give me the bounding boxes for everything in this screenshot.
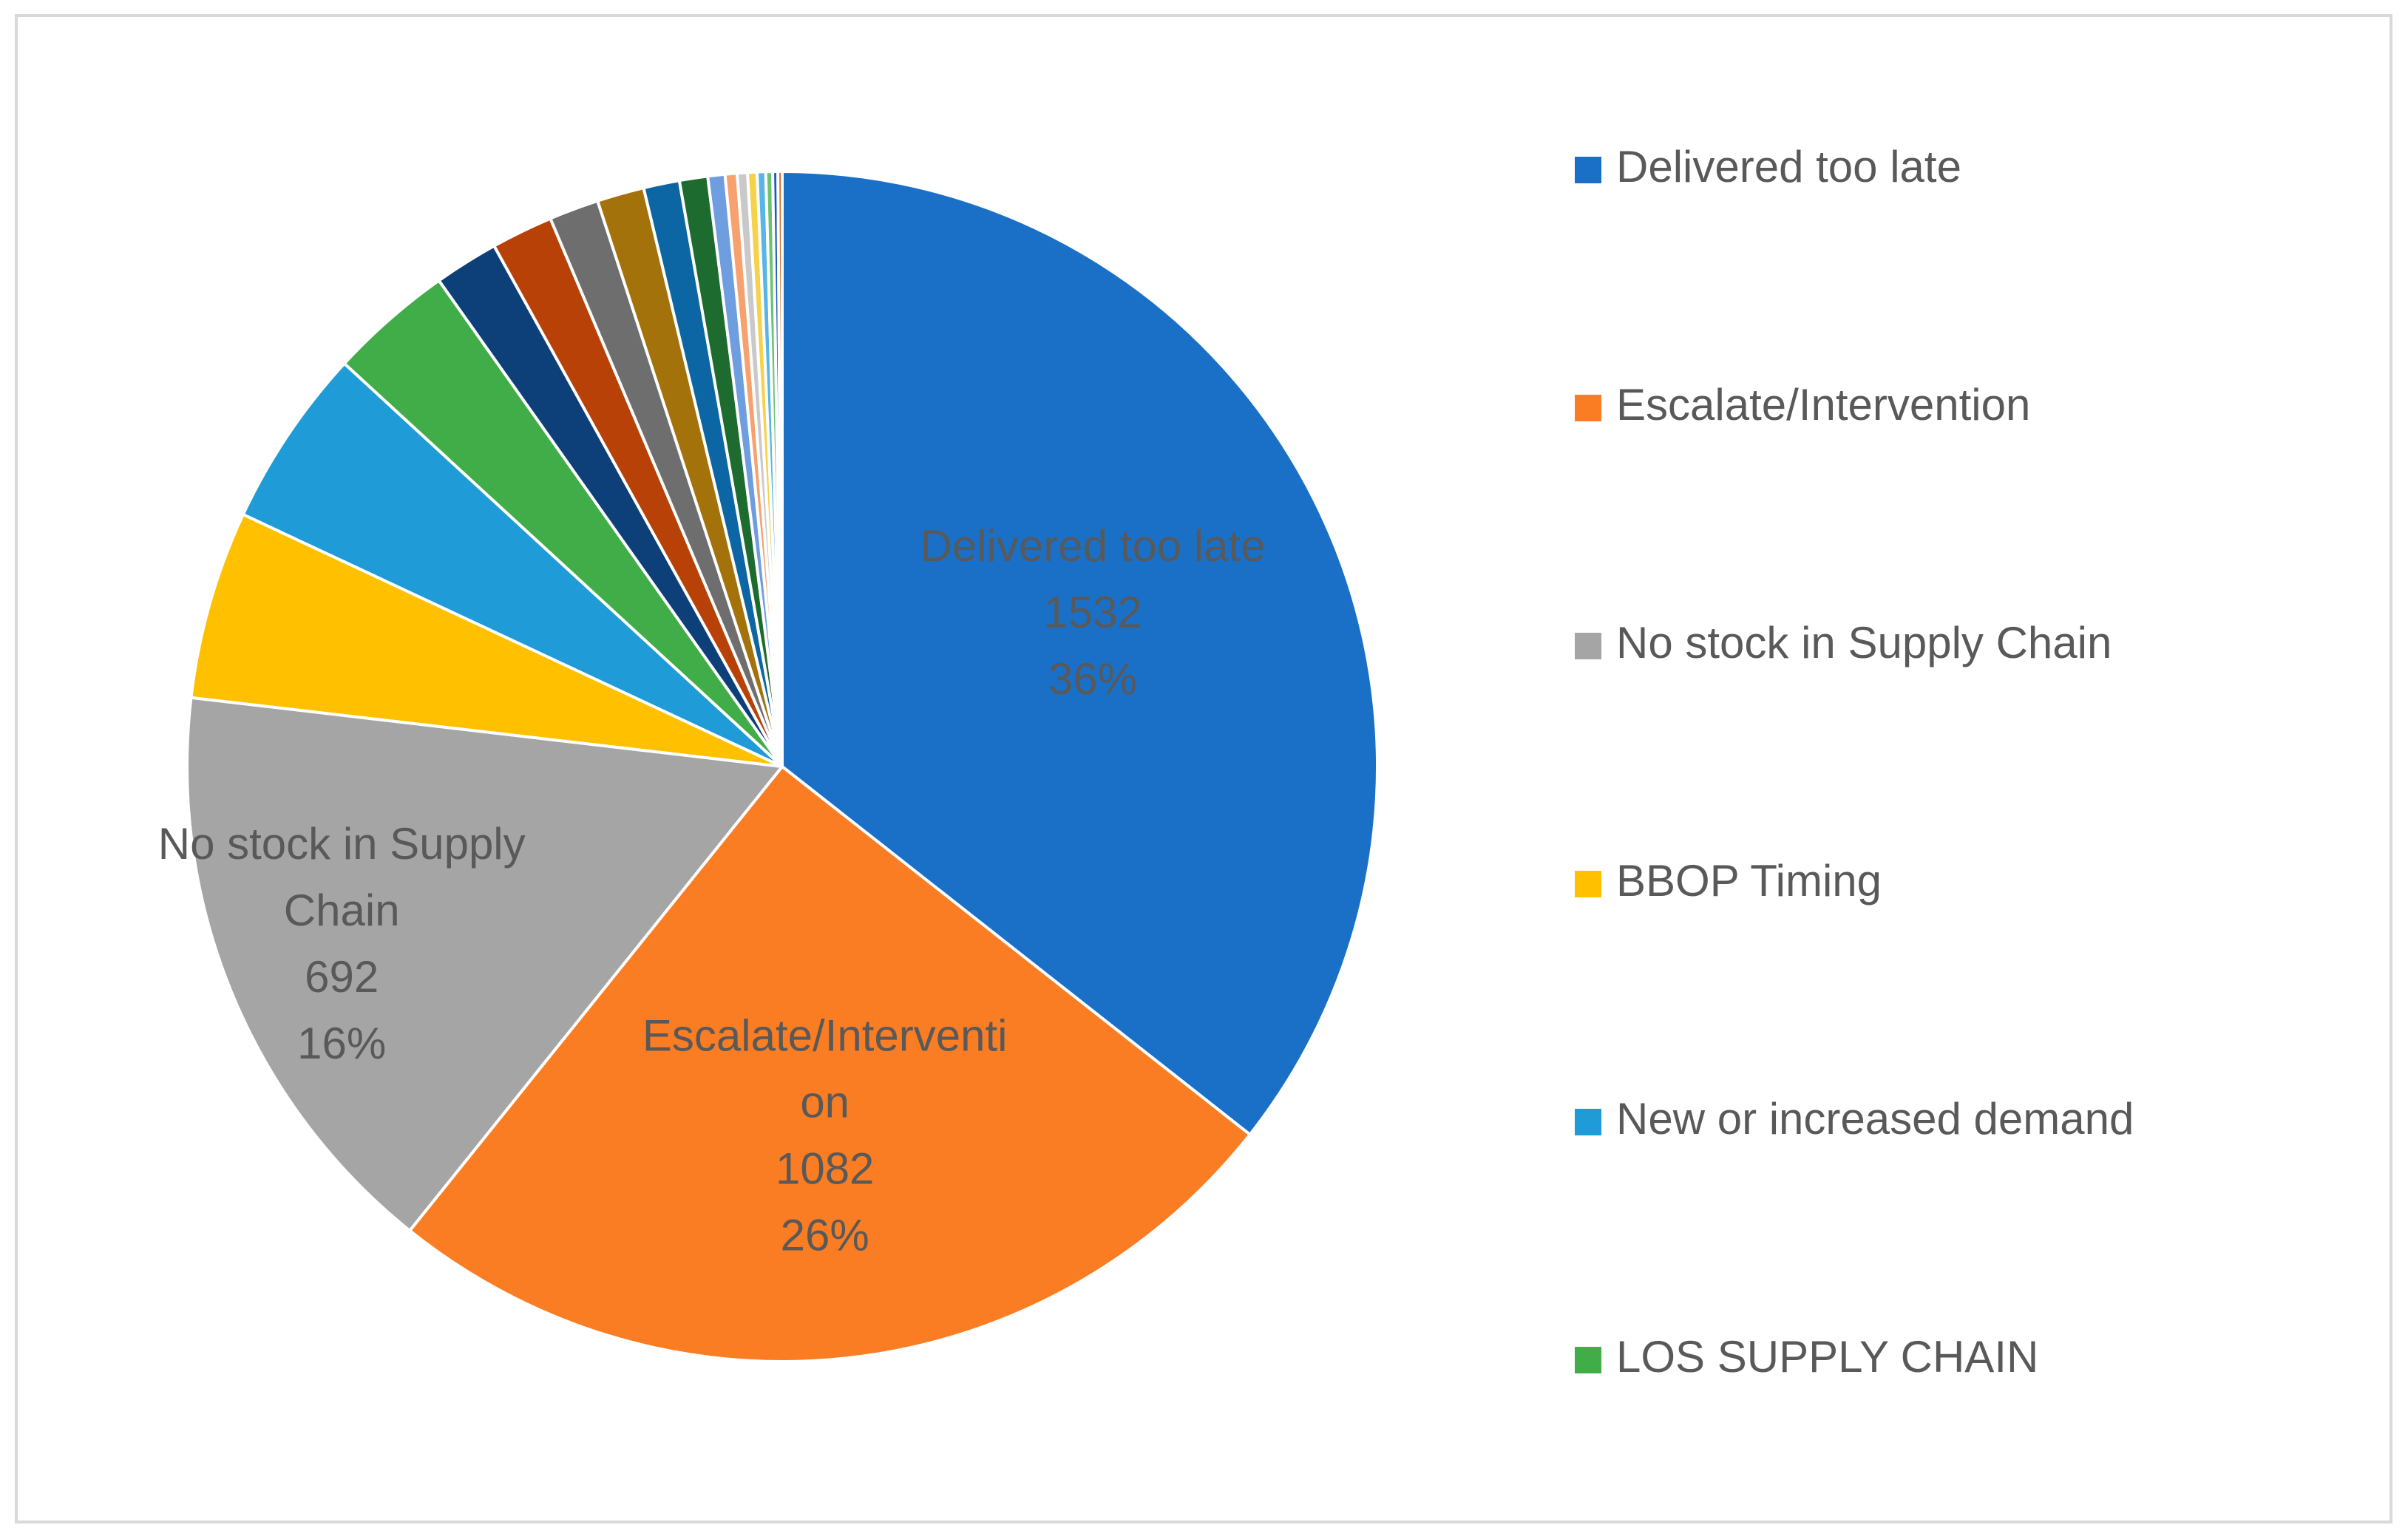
legend-item-los-supply-chain: LOS SUPPLY CHAIN bbox=[1575, 1332, 2038, 1382]
pie-slice-no-stock-in-supply-chain bbox=[186, 696, 784, 1232]
data-label-no-stock-in-supply-chain-line-2: Chain bbox=[284, 886, 400, 935]
legend-swatch bbox=[1575, 633, 1601, 659]
data-label-no-stock-in-supply-chain-line-4: 16% bbox=[297, 1019, 386, 1068]
data-label-delivered-too-late-line-2: 1532 bbox=[1043, 588, 1142, 637]
legend-label: BBOP Timing bbox=[1616, 856, 1882, 906]
legend-label: LOS SUPPLY CHAIN bbox=[1616, 1332, 2038, 1382]
data-label-escalate-intervention-line-4: 26% bbox=[781, 1211, 869, 1260]
legend-swatch bbox=[1575, 157, 1601, 183]
legend-swatch bbox=[1575, 871, 1601, 897]
legend-item-bbop-timing: BBOP Timing bbox=[1575, 856, 1882, 906]
data-label-delivered-too-late-line-3: 36% bbox=[1048, 654, 1137, 704]
legend-label: New or increased demand bbox=[1616, 1094, 2134, 1144]
pie-slices bbox=[186, 169, 1380, 1363]
data-label-no-stock-in-supply-chain-line-1: No stock in Supply bbox=[158, 819, 526, 869]
legend-swatch bbox=[1575, 1347, 1601, 1373]
pie-slice-bbop-timing bbox=[189, 512, 784, 768]
pie-slice-other-20 bbox=[776, 169, 784, 768]
legend-item-new-or-increased-demand: New or increased demand bbox=[1575, 1094, 2134, 1144]
data-label-escalate-intervention-line-2: on bbox=[800, 1078, 849, 1127]
legend-item-no-stock-in-supply-chain: No stock in Supply Chain bbox=[1575, 618, 2112, 667]
data-label-escalate-intervention-line-1: Escalate/Interventi bbox=[642, 1011, 1008, 1061]
legend-label: No stock in Supply Chain bbox=[1616, 618, 2112, 667]
pie-slice-delivered-too-late bbox=[781, 170, 1380, 1136]
legend-item-escalate-intervention: Escalate/Intervention bbox=[1575, 380, 2030, 429]
pie-slice-escalate-intervention bbox=[408, 765, 1252, 1363]
data-label-delivered-too-late-line-1: Delivered too late bbox=[920, 521, 1266, 571]
legend-label: Escalate/Intervention bbox=[1616, 380, 2030, 429]
legend-item-delivered-too-late: Delivered too late bbox=[1575, 142, 1961, 191]
pie-slice-new-or-increased-demand bbox=[241, 361, 784, 768]
data-label-escalate-intervention-line-3: 1082 bbox=[776, 1144, 874, 1194]
legend-swatch bbox=[1575, 1109, 1601, 1135]
data-label-no-stock-in-supply-chain-line-3: 692 bbox=[305, 952, 379, 1002]
pie-data-labels: Delivered too late 1532 36% Escalate/Interv… bbox=[158, 521, 1266, 1260]
legend-swatch bbox=[1575, 395, 1601, 421]
legend: Delivered too late Escalate/Intervention N… bbox=[1575, 142, 2134, 1382]
legend-label: Delivered too late bbox=[1616, 142, 1961, 191]
